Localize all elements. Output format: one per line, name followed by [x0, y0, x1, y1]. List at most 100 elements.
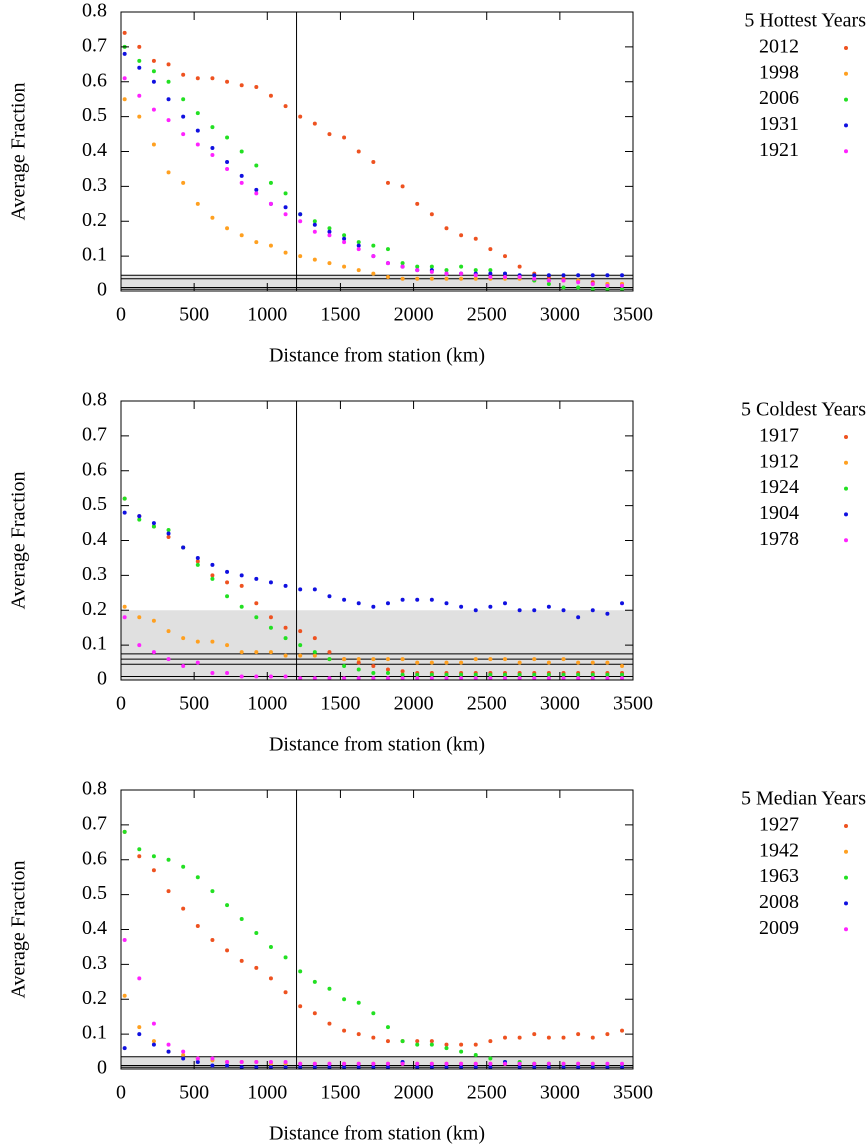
point: [298, 676, 303, 681]
x-tick-label: 1000: [247, 693, 287, 715]
point: [503, 676, 507, 681]
point: [576, 1065, 581, 1070]
x-tick-label: 2000: [394, 1082, 434, 1104]
point: [137, 114, 142, 119]
point: [620, 672, 625, 677]
x-tick-label: 2500: [467, 1082, 507, 1104]
legend-marker: [844, 512, 848, 517]
legend-title: 5 Hottest Years: [744, 10, 866, 32]
y-tick-label: 0.5: [82, 493, 107, 515]
point: [356, 1032, 361, 1037]
point: [327, 657, 332, 662]
y-tick-label: 0.8: [82, 0, 107, 22]
point: [298, 254, 303, 259]
point: [371, 1061, 376, 1066]
point: [239, 1065, 244, 1070]
y-tick-label: 0.5: [82, 882, 107, 904]
y-tick-label: 0.2: [82, 598, 107, 620]
point: [327, 261, 332, 266]
point: [620, 287, 625, 292]
point: [429, 1039, 434, 1044]
point: [254, 191, 259, 196]
point: [298, 1004, 303, 1009]
point: [503, 271, 507, 276]
legend-marker: [844, 435, 848, 439]
point: [268, 976, 273, 981]
point: [195, 201, 200, 206]
point: [312, 587, 317, 592]
point: [151, 868, 156, 873]
point: [385, 676, 390, 681]
point: [254, 576, 259, 581]
point: [327, 1021, 332, 1026]
x-tick-label: 0: [116, 693, 126, 715]
point: [371, 604, 376, 609]
point: [459, 1065, 464, 1070]
point: [400, 1039, 405, 1044]
point: [488, 247, 493, 252]
point: [488, 268, 493, 273]
point: [459, 1061, 464, 1066]
x-tick-label: 1500: [320, 1082, 360, 1104]
point: [385, 275, 390, 280]
y-tick-label: 0.4: [82, 528, 107, 550]
legend-label: 1924: [759, 476, 799, 498]
point: [546, 1061, 551, 1066]
point: [342, 597, 347, 602]
y-tick-label: 0.2: [82, 987, 107, 1009]
point: [312, 636, 317, 641]
point: [444, 271, 449, 276]
point: [268, 1060, 273, 1065]
point: [429, 276, 434, 281]
point: [473, 1053, 478, 1058]
point: [605, 273, 610, 278]
point: [342, 676, 347, 681]
point: [239, 674, 244, 679]
legend-marker: [844, 538, 848, 543]
panel: 1917 1912 1924 1904 1978 5 Coldest Years 0 0.1 0…: [8, 389, 867, 756]
point: [166, 1042, 171, 1047]
point: [473, 1061, 478, 1066]
point: [590, 1061, 595, 1066]
point: [181, 664, 186, 669]
point: [181, 1049, 186, 1054]
point: [488, 275, 493, 280]
point: [546, 1065, 551, 1070]
point: [385, 1025, 390, 1030]
y-axis-label: Average Fraction: [8, 83, 30, 221]
point: [415, 201, 420, 206]
band: [121, 610, 633, 680]
point: [239, 573, 244, 578]
x-tick-label: 3000: [540, 304, 580, 326]
point: [620, 1061, 625, 1066]
point: [254, 965, 259, 970]
point: [151, 1042, 156, 1047]
point: [385, 601, 390, 606]
y-tick-label: 0.7: [82, 34, 107, 56]
point: [620, 664, 625, 669]
point: [532, 276, 537, 281]
point: [327, 676, 332, 681]
point: [195, 559, 200, 564]
point: [151, 1039, 156, 1044]
point: [122, 76, 127, 81]
point: [210, 671, 215, 676]
point: [181, 180, 186, 185]
point: [268, 580, 273, 585]
point: [195, 639, 200, 644]
point: [488, 657, 493, 662]
point: [195, 128, 200, 133]
point: [590, 608, 595, 613]
point: [517, 264, 522, 269]
point: [371, 1065, 376, 1070]
x-tick-label: 1000: [247, 1082, 287, 1104]
point: [254, 240, 259, 245]
point: [137, 514, 142, 519]
point: [166, 528, 171, 533]
point: [312, 121, 317, 126]
point: [429, 597, 434, 602]
point: [385, 1039, 390, 1044]
point: [254, 601, 259, 606]
point: [532, 1061, 537, 1066]
